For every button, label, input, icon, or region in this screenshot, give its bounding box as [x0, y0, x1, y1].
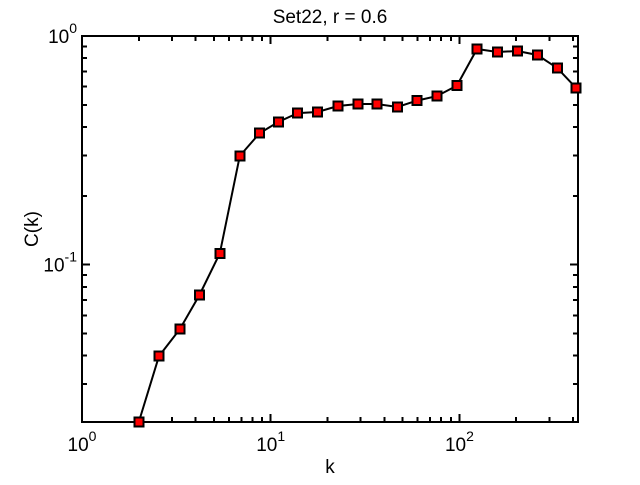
y-tick-label: 100 [48, 20, 77, 48]
data-point-marker [491, 46, 503, 58]
data-point-marker [471, 43, 483, 55]
tick-labels-layer: 100 101 102 100 10-1 [43, 20, 474, 456]
data-point-marker [133, 416, 145, 428]
data-point-marker [511, 45, 523, 57]
data-point-marker [451, 80, 463, 92]
data-point-marker [570, 82, 582, 94]
x-tick-label: 101 [256, 428, 285, 456]
data-point-marker [273, 116, 284, 128]
data-point-marker [332, 100, 344, 112]
x-tick-label: 102 [445, 428, 474, 456]
data-point-marker [392, 101, 403, 113]
data-point-marker [254, 127, 266, 139]
data-series-layer [133, 43, 582, 428]
y-tick-label: 10-1 [43, 249, 77, 277]
data-point-marker [312, 106, 323, 118]
data-point-marker [371, 98, 383, 110]
x-tick-label: 100 [68, 428, 97, 456]
chart-title: Set22, r = 0.6 [273, 7, 388, 28]
data-point-marker [531, 49, 543, 61]
data-point-marker [193, 289, 205, 301]
data-point-marker [174, 323, 186, 335]
data-point-marker [431, 90, 443, 102]
y-axis-label: C(k) [22, 211, 43, 247]
data-point-marker [153, 350, 165, 362]
data-point-marker [352, 98, 364, 110]
data-point-marker [292, 107, 304, 119]
data-point-marker [214, 247, 226, 259]
plot-box [81, 35, 579, 423]
data-point-marker [551, 62, 563, 74]
x-axis-label: k [325, 457, 335, 478]
data-point-marker [234, 150, 246, 162]
data-point-marker [411, 95, 423, 107]
